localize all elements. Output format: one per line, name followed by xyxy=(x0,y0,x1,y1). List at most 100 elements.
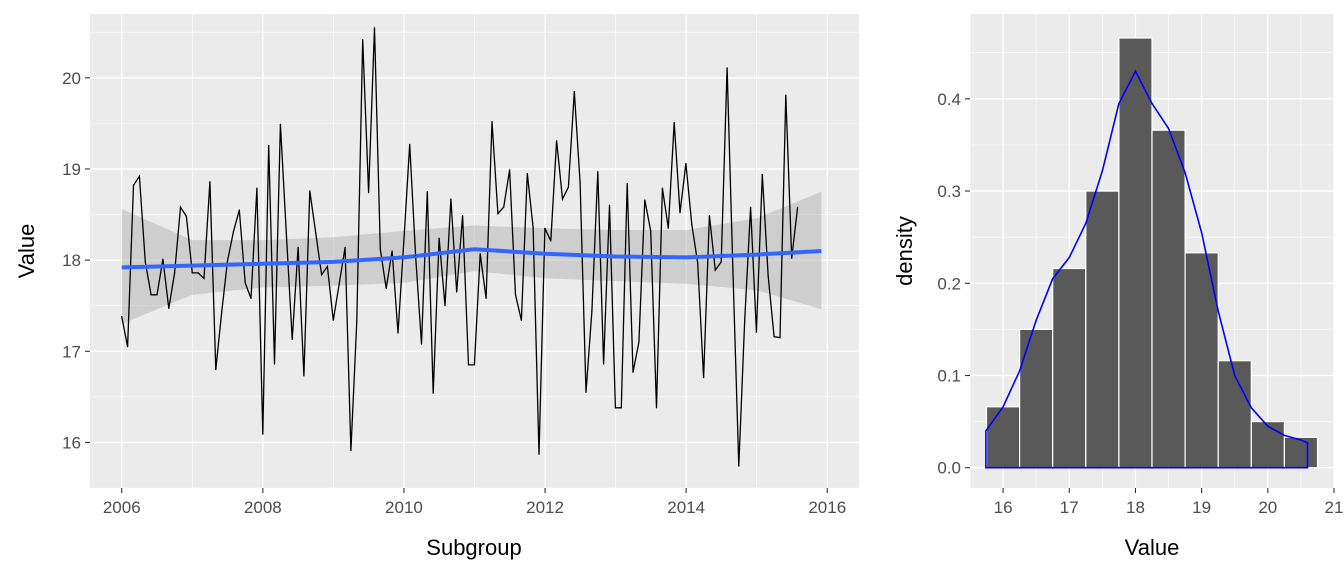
value-point xyxy=(514,294,517,296)
histogram-x-tick-label: 19 xyxy=(1192,498,1211,517)
value-point xyxy=(532,226,534,228)
value-point xyxy=(526,172,528,175)
value-point xyxy=(638,341,640,343)
value-point xyxy=(673,121,675,124)
value-point xyxy=(185,215,187,217)
histogram-bar xyxy=(1085,190,1120,469)
value-point xyxy=(344,246,346,248)
value-point xyxy=(450,198,452,200)
value-point xyxy=(679,212,681,214)
histogram-bar xyxy=(985,406,1021,469)
value-point xyxy=(520,319,523,321)
value-point xyxy=(667,227,669,229)
value-point xyxy=(162,258,164,260)
value-point xyxy=(397,332,399,334)
value-point xyxy=(579,182,581,184)
value-point xyxy=(544,227,546,229)
line-chart-y-tick-label: 20 xyxy=(62,69,81,88)
value-point xyxy=(391,250,393,252)
value-point xyxy=(703,377,705,379)
histogram-y-tick-label: 0.0 xyxy=(937,459,961,478)
value-point xyxy=(356,320,358,322)
line-chart-y-axis-title: Value xyxy=(14,224,39,279)
value-point xyxy=(268,144,270,146)
value-point xyxy=(620,407,622,409)
value-point xyxy=(591,310,593,312)
value-point xyxy=(150,294,152,296)
value-point xyxy=(691,224,693,226)
histogram-y-tick-label: 0.3 xyxy=(937,182,961,201)
value-point xyxy=(197,272,199,274)
value-point xyxy=(473,364,475,366)
value-point xyxy=(332,319,334,321)
value-point xyxy=(250,297,252,299)
line-chart-y-tick-label: 19 xyxy=(62,160,81,179)
line-chart-x-tick-label: 2014 xyxy=(667,498,705,517)
line-chart-ticks: 2006 2008 2010 2012 2014 2016 16 17 18 19 20 xyxy=(62,69,846,517)
value-point xyxy=(132,184,135,186)
value-point xyxy=(221,311,223,313)
value-point xyxy=(232,231,234,233)
value-point xyxy=(608,204,611,206)
value-point xyxy=(550,240,552,242)
line-chart-x-axis-title: Subgroup xyxy=(426,535,521,560)
value-point xyxy=(174,272,176,274)
value-point xyxy=(732,269,734,271)
value-point xyxy=(597,171,599,173)
line-chart-x-tick-label: 2008 xyxy=(244,498,282,517)
histogram-bar xyxy=(1118,37,1153,469)
value-point xyxy=(432,392,434,394)
histogram-panel: 16 17 18 19 20 21 0.0 0.1 0.2 0.3 0.4 Value densit… xyxy=(892,14,1343,560)
histogram-bar xyxy=(1283,436,1319,469)
value-point xyxy=(362,38,364,41)
value-point xyxy=(368,192,370,194)
value-point xyxy=(779,337,781,339)
value-point xyxy=(791,257,793,259)
histogram-bar xyxy=(1018,328,1054,469)
value-point xyxy=(168,307,170,309)
histogram-x-tick-label: 20 xyxy=(1258,498,1277,517)
histogram-x-tick-label: 18 xyxy=(1126,498,1145,517)
value-point xyxy=(567,186,570,188)
value-point xyxy=(632,371,634,373)
value-point xyxy=(291,338,293,340)
histogram-bar xyxy=(1250,421,1286,469)
line-chart-x-tick-label: 2016 xyxy=(808,498,846,517)
value-point xyxy=(797,206,799,208)
histogram-bar xyxy=(1151,129,1186,469)
histogram-y-tick-label: 0.1 xyxy=(937,366,961,385)
value-point xyxy=(561,198,564,200)
value-point xyxy=(573,90,575,93)
value-point xyxy=(685,162,687,165)
histogram-x-tick-label: 17 xyxy=(1060,498,1079,517)
value-point xyxy=(726,67,728,69)
smooth-confidence-band xyxy=(121,191,822,324)
histogram-bar xyxy=(1217,360,1252,469)
histogram-x-tick-label: 21 xyxy=(1325,498,1344,517)
line-chart-x-tick-label: 2010 xyxy=(385,498,423,517)
value-point xyxy=(426,191,428,193)
value-point xyxy=(661,187,664,189)
value-point xyxy=(614,407,617,409)
value-point xyxy=(326,265,328,268)
value-point xyxy=(179,206,182,208)
value-point xyxy=(438,237,440,239)
value-point xyxy=(373,27,376,29)
line-chart-grid xyxy=(90,14,859,489)
value-point xyxy=(626,182,628,185)
histogram-bar xyxy=(1052,267,1087,469)
value-point xyxy=(655,407,658,409)
value-point xyxy=(127,346,129,348)
histogram-ticks: 16 17 18 19 20 21 0.0 0.1 0.2 0.3 0.4 xyxy=(937,90,1343,517)
value-point xyxy=(203,277,205,279)
value-point xyxy=(209,181,211,183)
value-point xyxy=(191,272,193,274)
histogram-bars xyxy=(985,37,1319,469)
value-line xyxy=(121,27,799,467)
value-point xyxy=(720,261,722,263)
value-point xyxy=(509,169,511,171)
value-point xyxy=(309,190,311,192)
value-point xyxy=(708,214,711,217)
value-point xyxy=(697,262,699,264)
value-point xyxy=(144,261,146,263)
